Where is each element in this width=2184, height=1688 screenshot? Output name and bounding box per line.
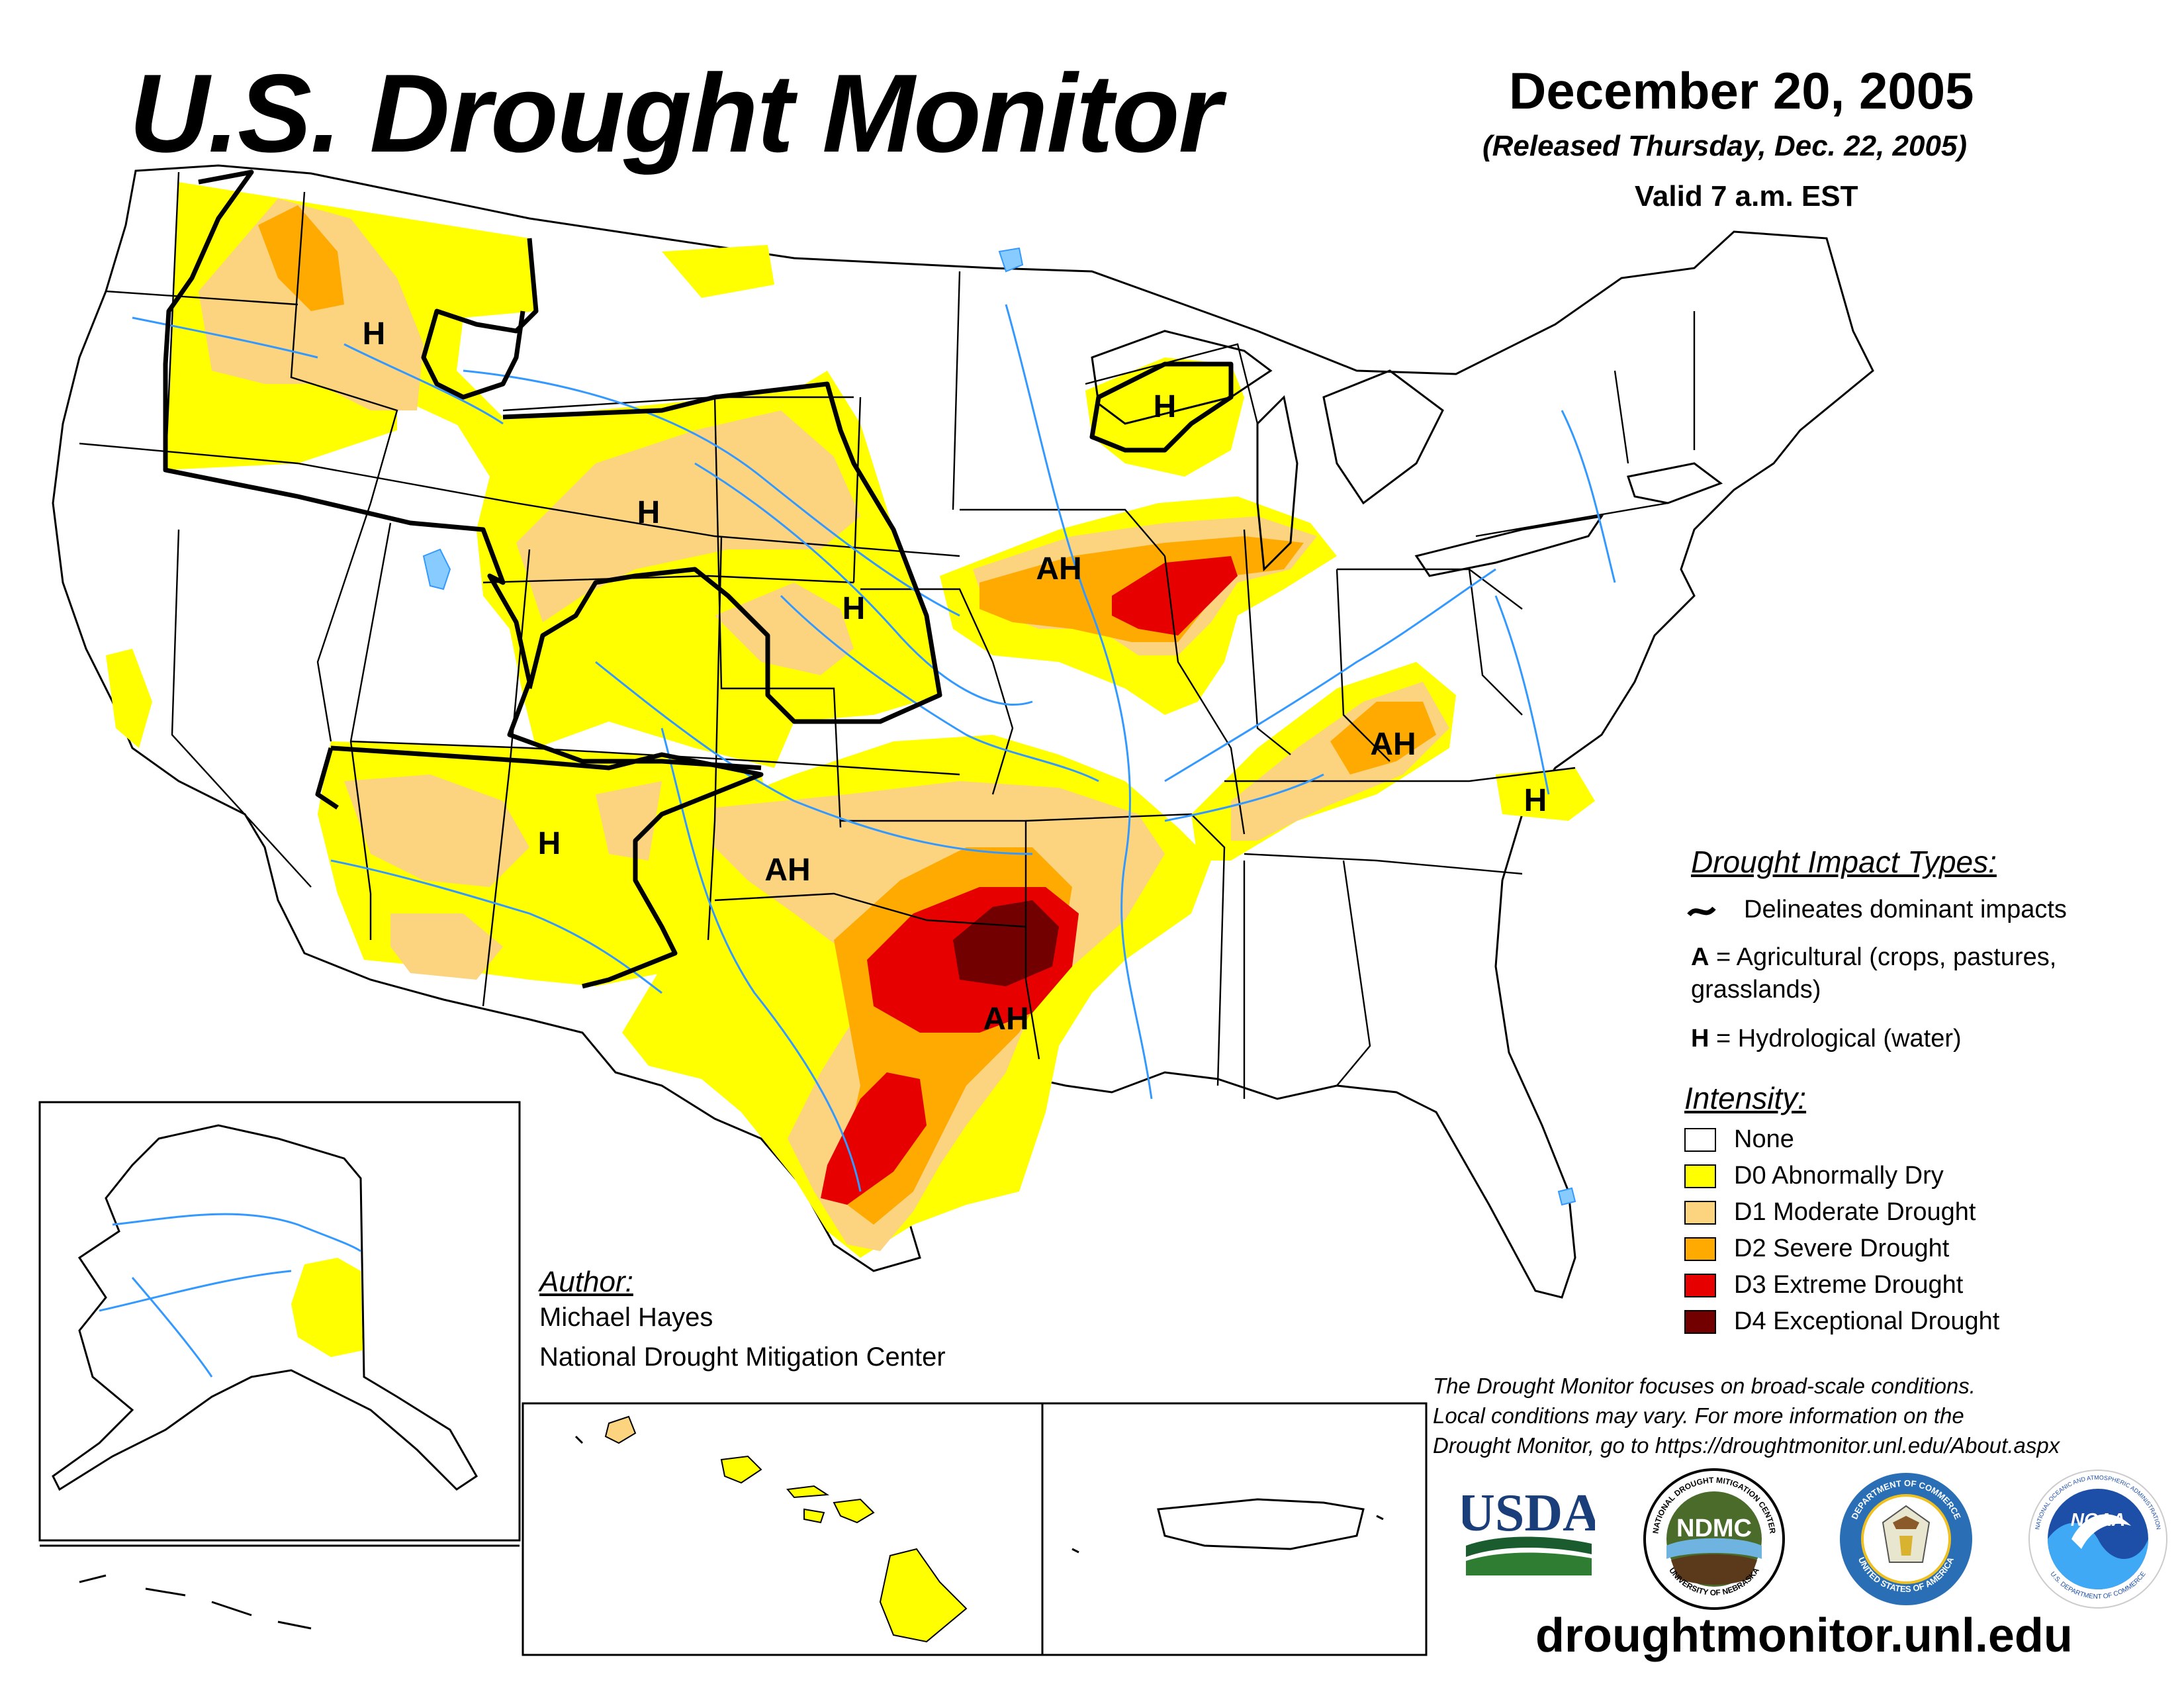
- alaska-inset: [38, 1101, 521, 1630]
- impact-h-text: = Hydrological (water): [1716, 1025, 1962, 1053]
- label-h-pacific-nw: H: [363, 316, 386, 352]
- impact-line-sample: [1687, 906, 1716, 917]
- rivers: [132, 304, 1616, 1192]
- impact-h-key: H: [1691, 1025, 1709, 1053]
- disclaimer-line-3: Drought Monitor, go to https://droughtmo…: [1433, 1432, 2060, 1458]
- intensity-legend-heading: Intensity:: [1684, 1081, 1807, 1115]
- label-h-nebraska: H: [842, 591, 866, 626]
- label-h-southwest: H: [538, 826, 561, 861]
- conus-outline: [52, 164, 1874, 1299]
- great-salt-lake: [422, 548, 451, 590]
- intensity-swatch: [1684, 1128, 1716, 1152]
- d4-areas: [953, 900, 1059, 986]
- author-organization: National Drought Mitigation Center: [539, 1342, 946, 1372]
- author-heading: Author:: [539, 1266, 633, 1298]
- intensity-label: D0 Abnormally Dry: [1734, 1162, 1944, 1190]
- impact-boundaries: [163, 169, 1234, 989]
- impact-a-text: = Agricultural (crops, pastures,: [1716, 943, 2057, 971]
- label-h-wyoming: H: [637, 495, 660, 530]
- impact-a-text-2: grasslands): [1691, 975, 1821, 1004]
- intensity-swatch: [1684, 1274, 1716, 1297]
- usda-logo: USDA: [1463, 1484, 1595, 1575]
- intensity-swatch: [1684, 1201, 1716, 1225]
- label-ah-kentucky: AH: [1370, 727, 1416, 762]
- intensity-label: D4 Exceptional Drought: [1734, 1307, 2000, 1335]
- disclaimer: The Drought Monitor focuses on broad-sca…: [1433, 1372, 2154, 1461]
- impact-a-key: A: [1691, 943, 1709, 971]
- intensity-label: D3 Extreme Drought: [1734, 1271, 1964, 1299]
- label-h-north-carolina: H: [1524, 783, 1547, 818]
- puerto-rico-inset: [1041, 1402, 1428, 1656]
- svg-text:NDMC: NDMC: [1676, 1515, 1752, 1542]
- intensity-swatch: [1684, 1310, 1716, 1334]
- intensity-label: None: [1734, 1125, 1794, 1153]
- disclaimer-line-2: Local conditions may vary. For more info…: [1433, 1403, 1964, 1428]
- intensity-swatch: [1684, 1237, 1716, 1261]
- svg-text:USDA: USDA: [1463, 1484, 1595, 1542]
- label-h-upper-michigan: H: [1154, 389, 1177, 424]
- author-name: Michael Hayes: [539, 1303, 713, 1332]
- intensity-label: D1 Moderate Drought: [1734, 1198, 1976, 1226]
- svg-text:NOAA: NOAA: [2071, 1509, 2125, 1530]
- impact-legend-heading: Drought Impact Types:: [1691, 845, 1997, 879]
- label-ah-oklahoma: AH: [764, 853, 810, 888]
- lake-of-the-woods: [998, 247, 1024, 273]
- intensity-swatch: [1684, 1164, 1716, 1188]
- website-link[interactable]: droughtmonitor.unl.edu: [1535, 1609, 2073, 1662]
- valid-time: Valid 7 a.m. EST: [1635, 180, 1858, 212]
- impact-a-row: A = Agricultural (crops, pastures, grass…: [1691, 941, 2056, 1006]
- map-date: December 20, 2005: [1509, 62, 1974, 120]
- noaa-logo: NOAA NATIONAL OCEANIC AND ATMOSPHERIC AD…: [2028, 1470, 2167, 1609]
- impact-h-row: H = Hydrological (water): [1691, 1023, 1962, 1055]
- label-ah-illinois: AH: [1036, 551, 1081, 586]
- commerce-logo: DEPARTMENT OF COMMERCE UNITED STATES OF …: [1840, 1473, 1972, 1605]
- impact-line-label: Delineates dominant impacts: [1744, 896, 2067, 923]
- label-ah-texas: AH: [983, 1002, 1028, 1037]
- page-title: U.S. Drought Monitor: [129, 51, 1222, 175]
- lake-okeechobee: [1557, 1187, 1576, 1206]
- intensity-label: D2 Severe Drought: [1734, 1235, 1950, 1262]
- ndmc-logo: NDMC NATIONAL DROUGHT MITIGATION CENTER …: [1643, 1468, 1785, 1610]
- release-date: (Released Thursday, Dec. 22, 2005): [1482, 130, 1968, 162]
- hawaii-inset: [522, 1402, 1044, 1656]
- disclaimer-line-1: The Drought Monitor focuses on broad-sca…: [1433, 1374, 1976, 1398]
